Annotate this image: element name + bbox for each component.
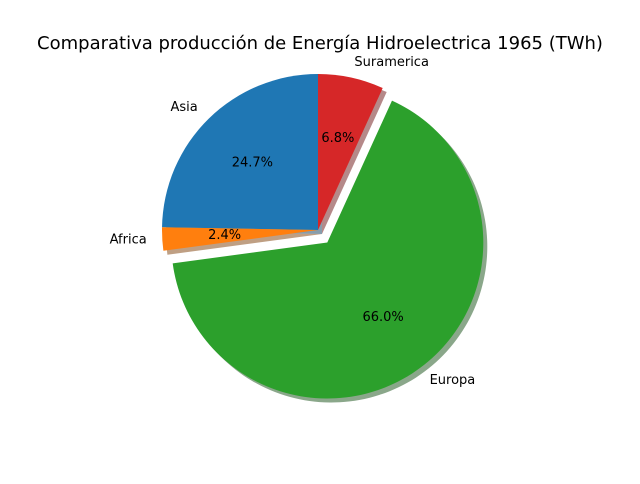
pie-slice-suramerica: [318, 74, 383, 230]
slice-label-africa: Africa: [110, 233, 147, 248]
pie-labels: Asia 24.7% Africa 2.4% Europa 66.0% Suramerica…: [110, 55, 476, 388]
slice-percent-asia: 24.7%: [232, 156, 273, 171]
pie-slice-asia: [162, 74, 318, 230]
slice-label-suramerica: Suramerica: [354, 55, 429, 70]
slice-percent-suramerica: 6.8%: [321, 131, 354, 146]
slice-label-asia: Asia: [170, 100, 197, 115]
pie-slice-europa: [172, 100, 484, 399]
slice-percent-africa: 2.4%: [208, 228, 241, 243]
slice-label-europa: Europa: [430, 373, 476, 388]
pie-slice-africa: [161, 227, 318, 251]
chart-title: Comparativa producción de Energía Hidroe…: [37, 33, 603, 54]
slice-percent-europa: 66.0%: [362, 310, 403, 325]
pie-slices: [161, 74, 484, 399]
